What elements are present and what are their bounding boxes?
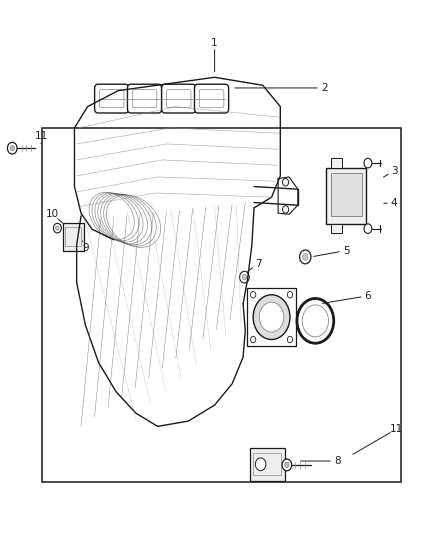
Bar bbox=[331, 158, 342, 168]
Text: 10: 10 bbox=[46, 209, 59, 219]
Text: 9: 9 bbox=[82, 243, 89, 253]
Text: 6: 6 bbox=[364, 291, 371, 301]
Text: 2: 2 bbox=[321, 83, 328, 93]
Circle shape bbox=[10, 146, 14, 151]
Circle shape bbox=[287, 292, 293, 298]
FancyBboxPatch shape bbox=[194, 84, 229, 113]
Bar bbox=[63, 223, 84, 251]
Circle shape bbox=[255, 458, 266, 471]
Text: 11: 11 bbox=[35, 131, 48, 141]
Circle shape bbox=[283, 179, 289, 186]
Circle shape bbox=[259, 302, 284, 332]
Text: 7: 7 bbox=[255, 259, 262, 269]
Circle shape bbox=[285, 462, 289, 467]
Circle shape bbox=[303, 254, 308, 260]
Text: 1: 1 bbox=[211, 38, 218, 47]
Circle shape bbox=[240, 271, 249, 283]
FancyBboxPatch shape bbox=[162, 84, 196, 113]
Circle shape bbox=[251, 292, 256, 298]
Bar bbox=[65, 227, 81, 246]
FancyBboxPatch shape bbox=[95, 84, 129, 113]
Circle shape bbox=[242, 274, 247, 280]
Circle shape bbox=[302, 305, 328, 337]
Text: 11: 11 bbox=[390, 424, 403, 434]
Circle shape bbox=[7, 142, 17, 154]
Text: 5: 5 bbox=[343, 246, 350, 255]
Circle shape bbox=[287, 336, 293, 343]
Circle shape bbox=[300, 250, 311, 264]
Bar bbox=[42, 128, 401, 482]
Text: 3: 3 bbox=[391, 166, 398, 175]
Bar bbox=[253, 453, 281, 475]
Text: 8: 8 bbox=[334, 456, 341, 466]
FancyBboxPatch shape bbox=[127, 84, 162, 113]
Bar bbox=[331, 224, 342, 233]
Circle shape bbox=[56, 226, 59, 230]
Text: 4: 4 bbox=[391, 198, 398, 207]
Bar bbox=[326, 168, 366, 224]
Circle shape bbox=[53, 223, 61, 233]
Circle shape bbox=[364, 158, 372, 168]
Bar bbox=[247, 288, 296, 346]
Circle shape bbox=[364, 224, 372, 233]
Circle shape bbox=[282, 459, 292, 471]
Bar bbox=[250, 448, 285, 481]
Bar bbox=[331, 173, 362, 216]
Circle shape bbox=[283, 206, 289, 213]
Circle shape bbox=[253, 295, 290, 340]
Circle shape bbox=[251, 336, 256, 343]
